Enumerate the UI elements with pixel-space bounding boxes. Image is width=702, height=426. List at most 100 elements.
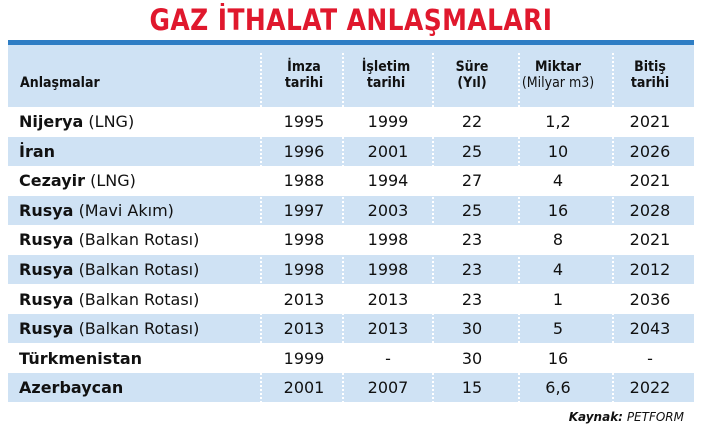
cell-detail: (Balkan Rotası) <box>78 260 200 279</box>
cell-isletim: 2013 <box>367 289 409 309</box>
header-bitis-line1: Bitiş <box>634 59 666 75</box>
cell-miktar: 16 <box>547 348 569 368</box>
cell-imza: 1996 <box>283 141 325 161</box>
cell-detail: (LNG) <box>88 112 135 131</box>
cell-anlasma: Rusya (Balkan Rotası) <box>8 225 259 254</box>
cell-isletim: 1999 <box>367 112 409 131</box>
cell-country: Cezayir <box>19 171 86 191</box>
cell-country: Türkmenistan <box>19 348 143 368</box>
header-miktar: Miktar (Milyar m3) <box>510 59 606 103</box>
cell-bitis: - <box>647 348 653 368</box>
header-bitis-line2: tarihi <box>630 75 670 91</box>
header-imza: İmza tarihi <box>264 59 344 103</box>
cell-anlasma: Cezayir (LNG) <box>8 166 259 195</box>
cell-anlasma: Nijerya (LNG) <box>8 107 259 136</box>
cell-sure: 22 <box>461 112 483 131</box>
cell-country: Rusya <box>19 289 74 309</box>
cell-bitis: 2043 <box>629 319 671 339</box>
cell-bitis: 2026 <box>629 141 671 161</box>
cell-isletim: 2001 <box>367 141 409 161</box>
cell-sure: 27 <box>461 171 483 191</box>
column-divider <box>518 53 520 403</box>
cell-miktar: 4 <box>552 171 564 191</box>
header-isletim-line1: İşletim <box>361 59 411 75</box>
cell-anlasma: Azerbaycan <box>8 373 259 402</box>
cell-isletim: 2003 <box>367 200 409 220</box>
cell-anlasma: İran <box>8 137 259 166</box>
cell-bitis: 2021 <box>629 230 671 250</box>
cell-sure: 25 <box>461 200 483 220</box>
cell-imza: 2013 <box>283 319 325 339</box>
cell-country: Rusya <box>19 319 74 339</box>
source-value: PETFORM <box>626 410 684 424</box>
title-rule <box>8 40 694 45</box>
cell-sure: 30 <box>461 348 483 368</box>
cell-detail: (Balkan Rotası) <box>78 230 200 250</box>
cell-isletim: 1998 <box>367 230 409 250</box>
cell-sure: 23 <box>461 289 483 309</box>
table-row: Nijerya (LNG) 1995 1999 22 1,2 2021 <box>8 107 694 136</box>
table-row: Rusya (Balkan Rotası) 1998 1998 23 8 2021 <box>8 225 694 255</box>
table-row: Rusya (Balkan Rotası) 2013 2013 30 5 2043 <box>8 314 694 344</box>
table-row: Rusya (Balkan Rotası) 2013 2013 23 1 2036 <box>8 284 694 314</box>
cell-detail: (Balkan Rotası) <box>78 319 200 339</box>
table-row: Cezayir (LNG) 1988 1994 27 4 2021 <box>8 166 694 196</box>
cell-imza: 1997 <box>283 200 325 220</box>
cell-country: Azerbaycan <box>19 378 124 398</box>
cell-anlasma: Rusya (Balkan Rotası) <box>8 255 259 284</box>
cell-imza: 1988 <box>283 171 325 191</box>
cell-miktar: 10 <box>547 141 569 161</box>
cell-sure: 25 <box>461 141 483 161</box>
cell-sure: 23 <box>461 260 483 279</box>
column-divider <box>342 53 344 403</box>
cell-miktar: 5 <box>552 319 564 339</box>
table-row: İran 1996 2001 25 10 2026 <box>8 136 694 166</box>
cell-isletim: 2007 <box>367 378 409 398</box>
cell-isletim: 1998 <box>367 260 409 279</box>
column-divider <box>432 53 434 403</box>
cell-country: Rusya <box>19 260 74 279</box>
header-imza-line1: İmza <box>287 59 321 75</box>
cell-imza: 2001 <box>283 378 325 398</box>
cell-imza: 1998 <box>283 260 325 279</box>
cell-miktar: 16 <box>547 200 569 220</box>
header-bitis: Bitiş tarihi <box>606 59 694 103</box>
cell-anlasma: Rusya (Balkan Rotası) <box>8 314 259 343</box>
cell-miktar: 4 <box>552 260 564 279</box>
cell-isletim: 1994 <box>367 171 409 191</box>
table-title: GAZ İTHALAT ANLAŞMALARI <box>149 3 553 37</box>
column-divider <box>260 53 262 403</box>
cell-bitis: 2028 <box>629 200 671 220</box>
column-divider <box>612 53 614 403</box>
cell-anlasma: Rusya (Balkan Rotası) <box>8 285 259 314</box>
table-row: Rusya (Mavi Akım) 1997 2003 25 16 2028 <box>8 195 694 225</box>
cell-bitis: 2012 <box>629 260 671 279</box>
header-isletim-line2: tarihi <box>366 75 406 91</box>
cell-country: Rusya <box>19 200 74 220</box>
cell-bitis: 2022 <box>629 378 671 398</box>
cell-miktar: 1,2 <box>545 112 571 131</box>
cell-miktar: 6,6 <box>545 378 571 398</box>
header-imza-line2: tarihi <box>284 75 324 91</box>
cell-country: İran <box>19 141 56 161</box>
header-miktar-line2: (Milyar m3) <box>521 75 595 91</box>
cell-country: Rusya <box>19 230 74 250</box>
table-header: Anlaşmalar İmza tarihi İşletim tarihi Sü… <box>8 45 694 107</box>
cell-anlasma: Türkmenistan <box>8 344 259 373</box>
source-note: Kaynak: PETFORM <box>564 409 688 425</box>
source-label: Kaynak: <box>568 410 623 424</box>
cell-imza: 2013 <box>283 289 325 309</box>
cell-miktar: 8 <box>552 230 564 250</box>
cell-sure: 15 <box>461 378 483 398</box>
cell-imza: 1995 <box>283 112 325 131</box>
cell-country: Nijerya <box>19 112 84 131</box>
table-row: Azerbaycan 2001 2007 15 6,6 2022 <box>8 373 694 403</box>
cell-bitis: 2021 <box>629 112 671 131</box>
header-isletim: İşletim tarihi <box>342 59 430 103</box>
cell-isletim: 2013 <box>367 319 409 339</box>
cell-bitis: 2036 <box>629 289 671 309</box>
cell-anlasma: Rusya (Mavi Akım) <box>8 196 259 225</box>
cell-imza: 1998 <box>283 230 325 250</box>
header-miktar-line1: Miktar <box>535 59 581 75</box>
cell-bitis: 2021 <box>629 171 671 191</box>
